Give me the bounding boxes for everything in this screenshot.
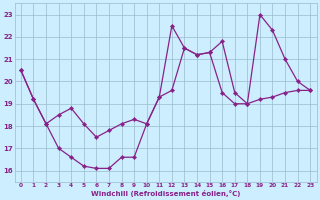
X-axis label: Windchill (Refroidissement éolien,°C): Windchill (Refroidissement éolien,°C): [91, 190, 240, 197]
